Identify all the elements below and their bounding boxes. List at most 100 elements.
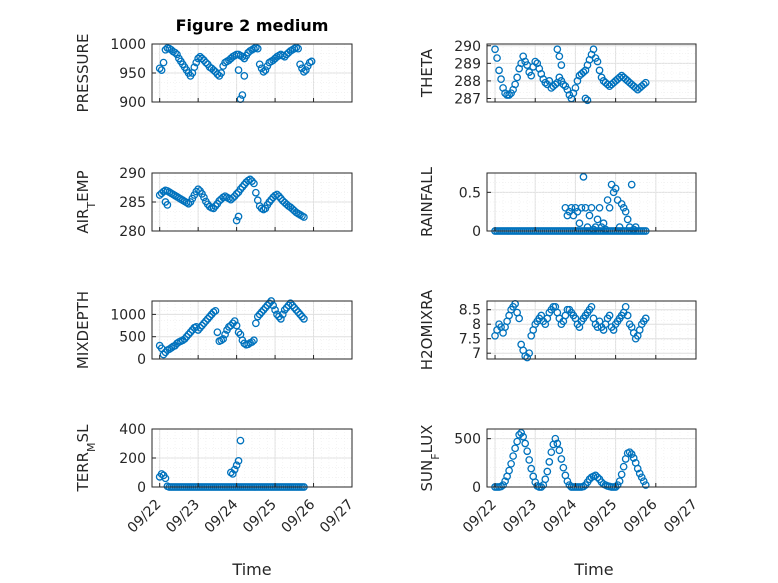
data-point (194, 326, 203, 334)
x-tick-label: 09/24 (540, 496, 580, 536)
y-axis-label: TERRMSL (74, 424, 98, 493)
data-point (635, 469, 644, 478)
data-point (559, 80, 568, 89)
data-point (234, 66, 243, 74)
data-point (641, 314, 650, 323)
data-point (196, 323, 204, 332)
data-point (161, 474, 170, 483)
data-point (523, 353, 532, 362)
data-point (276, 194, 285, 203)
data-point (232, 321, 241, 330)
data-point (276, 314, 285, 323)
data-point (240, 180, 249, 189)
y-tick-label: 8 (472, 317, 481, 333)
data-point (583, 96, 592, 105)
subplot-8: 0 500 09/22 09/23 09/24 09/25 09/26 09/27 SUNFLU… (418, 425, 701, 537)
data-point (593, 57, 602, 66)
data-point (155, 64, 164, 73)
data-point (278, 310, 287, 319)
x-tick-label: 09/24 (202, 496, 242, 536)
data-point (519, 432, 528, 441)
data-point (531, 57, 540, 66)
data-point (194, 185, 203, 194)
data-point (290, 303, 299, 312)
data-point (571, 84, 580, 92)
data-point (557, 455, 566, 463)
data-point (541, 475, 550, 484)
data-point (200, 56, 208, 65)
data-point (525, 349, 534, 358)
data-point (495, 66, 503, 75)
data-point (159, 350, 168, 359)
axes-box (486, 43, 697, 103)
data-point (627, 450, 636, 458)
subplot-3: 280 285 290 AIRTEMP (74, 166, 353, 240)
data-point (605, 311, 614, 320)
data-point (573, 207, 582, 216)
y-tick-label: 500 (119, 330, 146, 346)
data-point (587, 302, 596, 311)
x-tick-label: 09/25 (581, 497, 621, 537)
data-point (563, 477, 572, 486)
data-point (629, 225, 638, 234)
data-point (513, 73, 521, 82)
data-point (511, 80, 519, 89)
data-point (213, 70, 222, 79)
y-tick-label: 1000 (110, 37, 146, 53)
data-point (300, 213, 308, 221)
data-point (499, 481, 507, 489)
y-tick-label: 290 (119, 166, 146, 182)
data-point (631, 223, 640, 231)
data-point (595, 66, 604, 75)
data-point (294, 308, 303, 317)
y-tick-label: 200 (119, 451, 146, 467)
data-point (615, 223, 624, 231)
subplot-5: 0 500 1000 MIXDEPTH (74, 291, 353, 369)
data-point (521, 439, 530, 448)
y-tick-label: 280 (119, 224, 146, 240)
data-point (173, 50, 181, 59)
data-point (557, 61, 566, 69)
data-point (605, 203, 614, 212)
subplot-6: 77.588.5 H2OMIXRA (418, 289, 697, 370)
x-tick-label: 09/26 (621, 496, 661, 536)
data-point (228, 470, 237, 478)
data-point (159, 58, 168, 67)
x-axis-label-left: Time (231, 560, 271, 579)
data-point (509, 452, 517, 460)
data-point (200, 319, 208, 328)
data-point (619, 203, 628, 212)
data-point (607, 180, 616, 189)
data-point (543, 467, 552, 476)
data-point (615, 477, 624, 486)
y-tick-label: 900 (119, 95, 146, 111)
x-tick-label: 09/22 (460, 497, 500, 537)
data-point (190, 63, 199, 72)
data-point (623, 215, 632, 224)
data-point (545, 77, 554, 85)
data-point (173, 339, 181, 348)
data-point (167, 343, 176, 352)
data-point (198, 321, 206, 330)
data-point (157, 66, 166, 74)
data-point (633, 464, 642, 473)
x-tick-label: 09/23 (163, 497, 203, 537)
data-point (515, 314, 524, 323)
y-tick-label: 500 (454, 432, 481, 448)
data-point (203, 314, 212, 323)
data-point (307, 57, 316, 66)
data-point (641, 481, 650, 489)
data-point (491, 45, 499, 54)
data-point (253, 44, 262, 53)
data-point (597, 223, 606, 231)
data-point (505, 91, 513, 99)
y-tick-label: 0 (137, 480, 146, 496)
data-point (238, 183, 247, 191)
data-point (555, 52, 564, 61)
y-axis-label: RAINFALL (418, 166, 436, 237)
y-tick-label: 7.5 (459, 332, 481, 348)
data-point (261, 66, 270, 74)
y-axis-label: MIXDEPTH (74, 291, 92, 369)
data-point (623, 311, 632, 320)
data-point (619, 462, 628, 471)
